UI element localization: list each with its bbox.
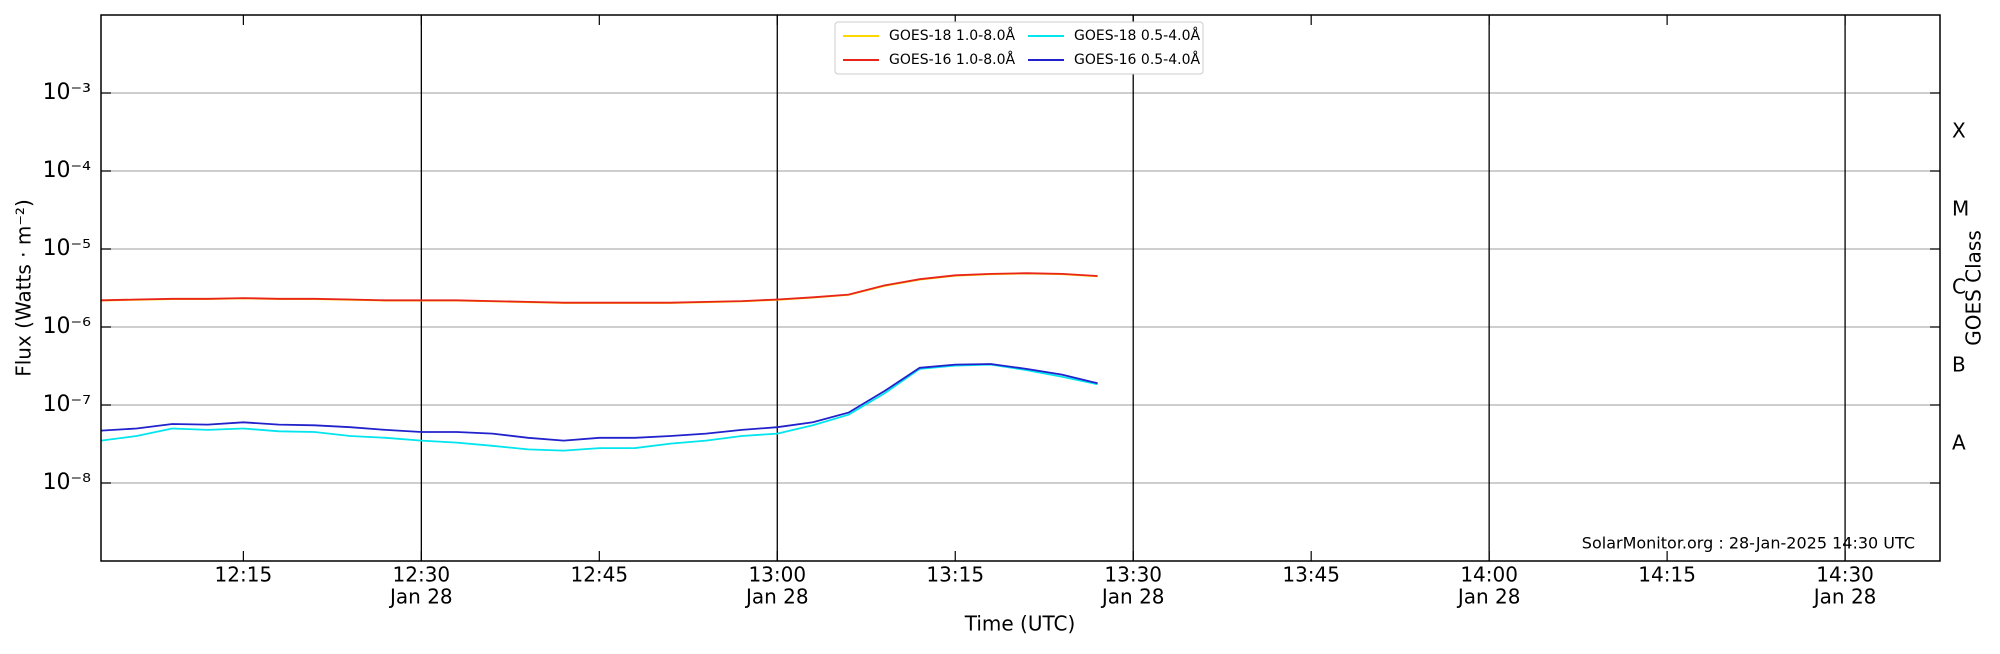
class-label: C [1952,275,1966,299]
series-line [100,272,1098,304]
x-tick-date: Jan 28 [1456,585,1521,609]
x-tick-date: Jan 28 [1100,585,1165,609]
x-tick-label: 12:30 [393,563,451,587]
x-tick-date: Jan 28 [1812,585,1877,609]
x-tick-label: 13:45 [1282,563,1340,587]
class-label: X [1952,119,1966,143]
class-label: A [1952,431,1966,455]
plot-frame [100,14,1941,562]
x-tick-label: 12:15 [215,563,273,587]
legend-label: GOES-16 1.0-8.0Å [889,51,1015,68]
legend-label: GOES-18 0.5-4.0Å [1074,27,1200,44]
x-tick-label: 13:15 [926,563,984,587]
y-tick-label: 10⁻⁴ [43,158,92,183]
y2-axis-label: GOES Class [1962,230,1986,346]
y-tick-label: 10⁻³ [43,80,91,105]
legend-label: GOES-16 0.5-4.0Å [1074,51,1200,68]
x-tick-label: 13:00 [748,563,806,587]
x-tick-label: 14:00 [1460,563,1518,587]
y-tick-label: 10⁻⁸ [43,470,92,495]
series-line [100,363,1098,442]
class-label: M [1952,197,1969,221]
annotation: SolarMonitor.org : 28-Jan-2025 14:30 UTC [1582,534,1915,553]
x-tick-label: 12:45 [570,563,628,587]
x-tick-label: 14:30 [1816,563,1874,587]
y-tick-label: 10⁻⁶ [43,314,92,339]
class-label: B [1952,353,1966,377]
y-tick-label: 10⁻⁵ [43,236,91,261]
legend-label: GOES-18 1.0-8.0Å [889,27,1015,44]
x-tick-label: 14:15 [1638,563,1696,587]
x-tick-label: 13:30 [1104,563,1162,587]
x-axis-label: Time (UTC) [964,612,1076,636]
y-tick-label: 10⁻⁷ [43,392,91,417]
series-line [100,363,1098,452]
x-tick-date: Jan 28 [388,585,453,609]
y-axis-label: Flux (Watts · m⁻²) [12,199,36,377]
legend-box [834,21,1204,75]
x-tick-date: Jan 28 [744,585,809,609]
